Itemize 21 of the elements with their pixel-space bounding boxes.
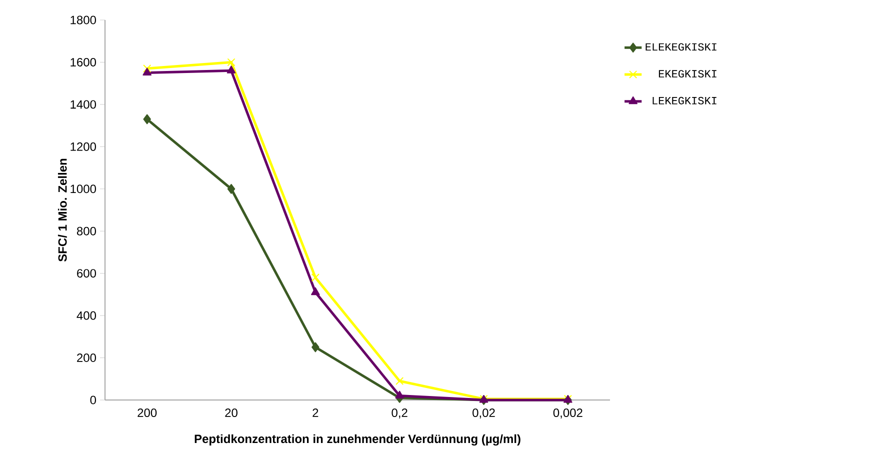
legend-label: ELEKEGKISKI	[646, 43, 716, 51]
y-tick-label: 1200	[70, 142, 96, 151]
x-tick-label: 0,02	[472, 408, 495, 418]
y-axis-title: SFC/ 1 Mio. Zellen	[58, 158, 67, 262]
x-tick-label: 20	[225, 408, 238, 418]
x-tick-label: 200	[138, 408, 157, 418]
x-axis-title: Peptidkonzentration in zunehmender Verdünnung (µg/ml)	[194, 434, 520, 446]
legend-label: EKEGKISKI	[658, 70, 716, 78]
y-tick-label: 400	[76, 311, 96, 320]
y-tick-label: 800	[76, 226, 96, 236]
y-tick-label: 200	[77, 354, 96, 362]
legend-label: LEKEGKISKI	[652, 96, 716, 104]
x-tick-label: 2	[312, 408, 318, 417]
y-tick-label: 1800	[70, 16, 96, 24]
y-tick-label: 1000	[70, 184, 96, 194]
y-tick-label: 1400	[70, 100, 96, 109]
y-tick-label: 1600	[70, 58, 96, 66]
x-tick-label: 0,2	[392, 408, 408, 418]
x-tick-label: 0,002	[553, 408, 582, 418]
y-tick-label: 0	[90, 396, 96, 404]
y-tick-label: 600	[77, 269, 96, 278]
